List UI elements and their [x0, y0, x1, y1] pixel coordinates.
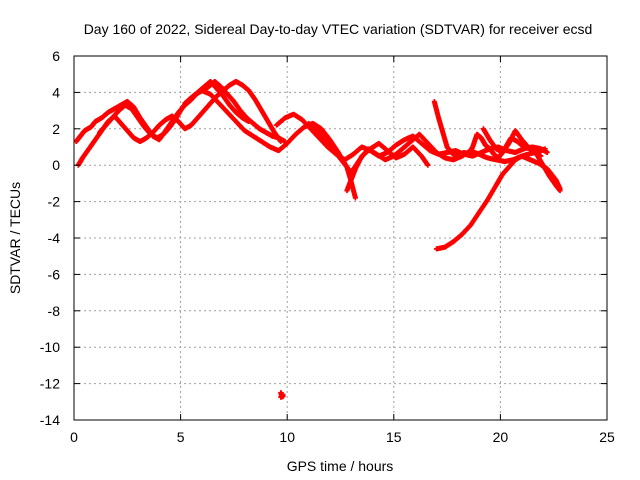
y-tick-label: -8	[48, 303, 61, 319]
x-tick-label: 25	[599, 429, 615, 445]
x-tick-label: 10	[279, 429, 295, 445]
x-tick-label: 5	[177, 429, 185, 445]
chart-title: Day 160 of 2022, Sidereal Day-to-day VTE…	[84, 21, 593, 37]
data-point	[538, 153, 544, 159]
x-tick-label: 20	[493, 429, 509, 445]
data-point	[542, 146, 548, 152]
data-point	[544, 149, 550, 155]
data-point	[280, 392, 286, 398]
y-axis-label: SDTVAR / TECUs	[7, 182, 23, 294]
y-tick-label: -12	[40, 376, 60, 392]
y-tick-label: -14	[40, 412, 60, 428]
y-tick-label: -6	[48, 266, 61, 282]
y-tick-label: -4	[48, 230, 61, 246]
data-points	[73, 78, 563, 400]
grid-lines	[74, 56, 607, 420]
y-tick-label: 0	[52, 157, 60, 173]
y-tick-label: 4	[52, 84, 60, 100]
x-axis-label: GPS time / hours	[287, 458, 394, 474]
x-axis-ticks: 0 5 10 15 20 25	[70, 56, 615, 445]
x-tick-label: 0	[70, 429, 78, 445]
y-tick-label: -2	[48, 194, 61, 210]
y-tick-label: 6	[52, 48, 60, 64]
data-point	[557, 188, 563, 194]
data-point	[352, 195, 358, 201]
x-tick-label: 15	[386, 429, 402, 445]
data-point	[425, 162, 431, 168]
y-tick-label: 2	[52, 121, 60, 137]
y-tick-label: -10	[40, 339, 60, 355]
y-axis-ticks: -14 -12 -10 -8 -6 -4 -2 0 2 4 6	[40, 48, 607, 428]
